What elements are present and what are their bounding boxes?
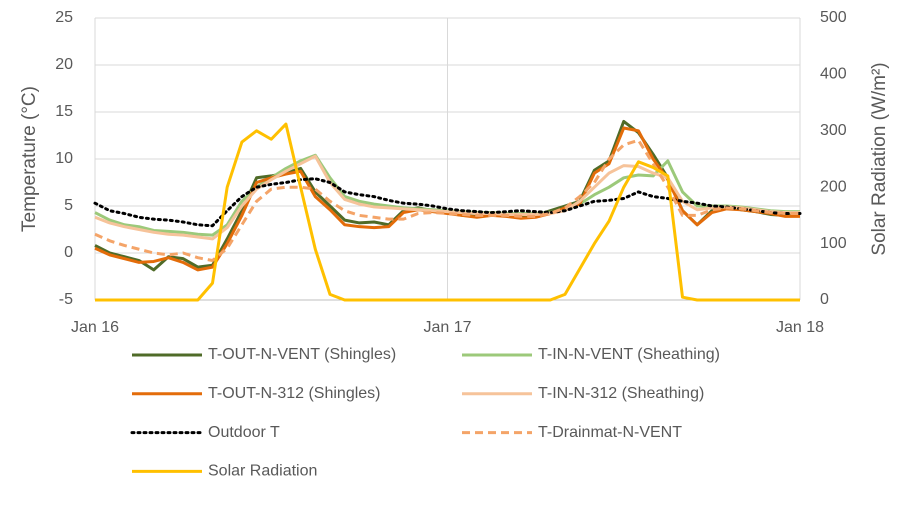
- y2-tick-label: 100: [820, 235, 847, 252]
- y-tick-label: 20: [55, 56, 73, 73]
- series-line: [95, 122, 800, 302]
- series-line: [94, 126, 800, 272]
- y-axis-label: Temperature (°C): [19, 86, 40, 232]
- legend-label: T-OUT-N-VENT (Shingles): [208, 346, 396, 363]
- y-tick-label: 10: [55, 150, 73, 167]
- legend-label: T-OUT-N-312 (Shingles): [208, 385, 381, 402]
- y2-tick-label: 500: [820, 9, 847, 26]
- y2-axis-label: Solar Radiation (W/m²): [869, 62, 890, 255]
- legend-label: T-IN-N-VENT (Sheathing): [538, 346, 720, 363]
- x-tick-label: Jan 17: [423, 319, 471, 336]
- y2-tick-label: 300: [820, 122, 847, 139]
- legend-label: T-IN-N-312 (Sheathing): [538, 385, 704, 402]
- y-tick-label: -5: [59, 291, 73, 308]
- y2-tick-label: 0: [820, 291, 829, 308]
- series-line: [93, 177, 802, 228]
- legend-label: T-Drainmat-N-VENT: [538, 424, 682, 441]
- y-tick-label: 5: [64, 197, 73, 214]
- y2-tick-label: 200: [820, 178, 847, 195]
- x-tick-label: Jan 18: [776, 319, 824, 336]
- x-tick-label: Jan 16: [71, 319, 119, 336]
- series-line: [94, 138, 800, 263]
- y-tick-label: 25: [55, 9, 73, 26]
- y-tick-label: 0: [64, 244, 73, 261]
- legend-label: Solar Radiation: [208, 463, 317, 480]
- y2-tick-label: 400: [820, 66, 847, 83]
- legend-label: Outdoor T: [208, 424, 280, 441]
- y-tick-label: 15: [55, 103, 73, 120]
